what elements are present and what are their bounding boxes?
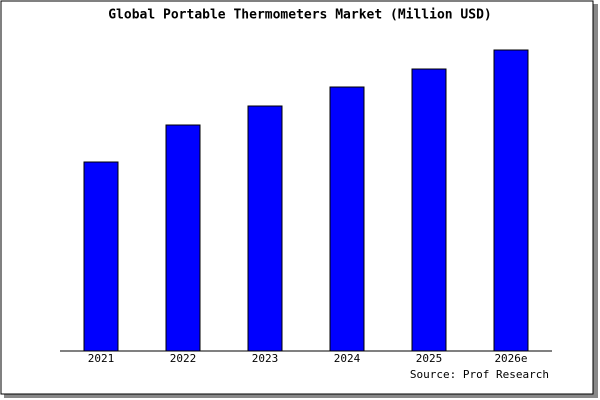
x-tick-label: 2022 — [170, 352, 197, 365]
x-tick-label: 2023 — [252, 352, 279, 365]
source-note: Source: Prof Research — [410, 368, 549, 381]
bar — [411, 68, 447, 352]
x-tick-label: 2025 — [416, 352, 443, 365]
x-tick-label: 2024 — [334, 352, 361, 365]
x-tick-label: 2026e — [494, 352, 527, 365]
bar — [247, 105, 283, 352]
bar — [493, 49, 529, 352]
chart-title: Global Portable Thermometers Market (Mil… — [108, 8, 492, 23]
bar — [83, 161, 119, 352]
bar — [329, 86, 365, 352]
x-tick-label: 2021 — [88, 352, 115, 365]
bar — [165, 124, 201, 352]
